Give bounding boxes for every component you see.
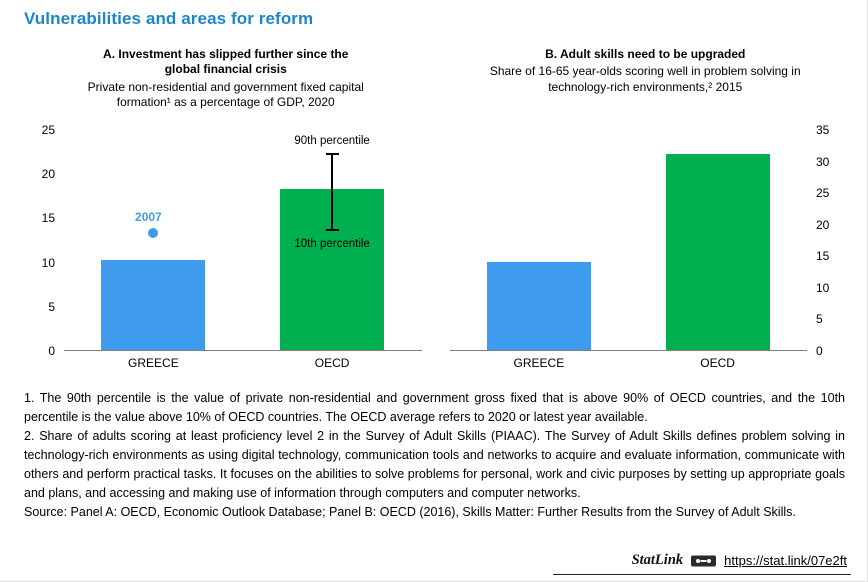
panel-a-header: A. Investment has slipped further since …	[30, 47, 422, 129]
bar-greece	[101, 259, 206, 350]
y-axis: 0 5 10 15 20 25	[30, 123, 64, 358]
plot-area: GREECE OECD	[449, 129, 807, 370]
panel-a-chart: 0 5 10 15 20 25 GREECE OECD 2007 90th percentile…	[30, 123, 422, 370]
statlink-icon	[691, 555, 717, 566]
panel-b-title: B. Adult skills need to be upgraded	[545, 47, 746, 61]
y-tick-label: 0	[48, 344, 55, 358]
bar-greece	[486, 261, 591, 350]
panel-b-chart: GREECE OECD 0 5 10 15 20 25 30 35	[449, 123, 842, 370]
panel-a-title: A. Investment has slipped further since …	[103, 47, 349, 77]
y-tick-label: 0	[816, 344, 823, 358]
category-label-oecd: OECD	[314, 356, 350, 370]
plot-area: GREECE OECD 2007 90th percentile 10th percen…	[64, 129, 422, 370]
y-tick-label: 30	[816, 154, 830, 169]
y-tick-label: 25	[816, 186, 830, 201]
panel-a: A. Investment has slipped further since …	[30, 47, 436, 370]
panel-a-subtitle: Private non-residential and government f…	[87, 79, 364, 110]
panel-b-header: B. Adult skills need to be upgraded Shar…	[450, 47, 842, 129]
y-tick-label: 5	[48, 299, 55, 314]
y-tick-label: 20	[816, 217, 830, 232]
y-tick-label: 20	[41, 167, 55, 182]
panel-b-subtitle: Share of 16-65 year-olds scoring well in…	[489, 64, 801, 94]
category-label-greece: GREECE	[513, 356, 565, 370]
page-title: Vulnerabilities and areas for reform	[24, 9, 314, 28]
footnotes: 1. The 90th percentile is the value of p…	[24, 389, 845, 522]
y-tick-label: 25	[41, 123, 55, 137]
y-tick-label: 10	[816, 280, 830, 295]
y-tick-label: 15	[41, 211, 55, 226]
charts-row: A. Investment has slipped further since …	[30, 47, 842, 370]
statlink-label: StatLink	[631, 552, 684, 568]
y-tick-label: 5	[816, 312, 823, 327]
bar-oecd	[665, 154, 770, 350]
footnote-1: 1. The 90th percentile is the value of p…	[24, 391, 845, 424]
percentile-90-label: 90th percentile	[294, 134, 370, 147]
footnote-2: 2. Share of adults scoring at least prof…	[24, 429, 845, 500]
error-bar-cap-top	[325, 152, 339, 155]
category-label-oecd: OECD	[700, 356, 735, 370]
marker-2007-label: 2007	[135, 210, 162, 225]
statlink-url[interactable]: https://stat.link/07e2ft	[724, 553, 847, 568]
percentile-10-label: 10th percentile	[294, 237, 370, 250]
panel-b: B. Adult skills need to be upgraded Shar…	[436, 47, 842, 370]
y-tick-label: 10	[41, 255, 55, 270]
y-tick-label: 15	[816, 249, 830, 264]
error-bar-cap-bottom	[325, 228, 339, 231]
source-line: Source: Panel A: OECD, Economic Outlook …	[24, 505, 796, 519]
y-tick-label: 35	[816, 123, 830, 137]
category-label-greece: GREECE	[128, 356, 179, 370]
statlink-row: StatLink https://stat.link/07e2ft	[553, 552, 851, 575]
y-axis: 0 5 10 15 20 25 30 35	[807, 123, 841, 358]
error-bar-line	[331, 153, 334, 230]
marker-2007-dot	[148, 228, 159, 239]
